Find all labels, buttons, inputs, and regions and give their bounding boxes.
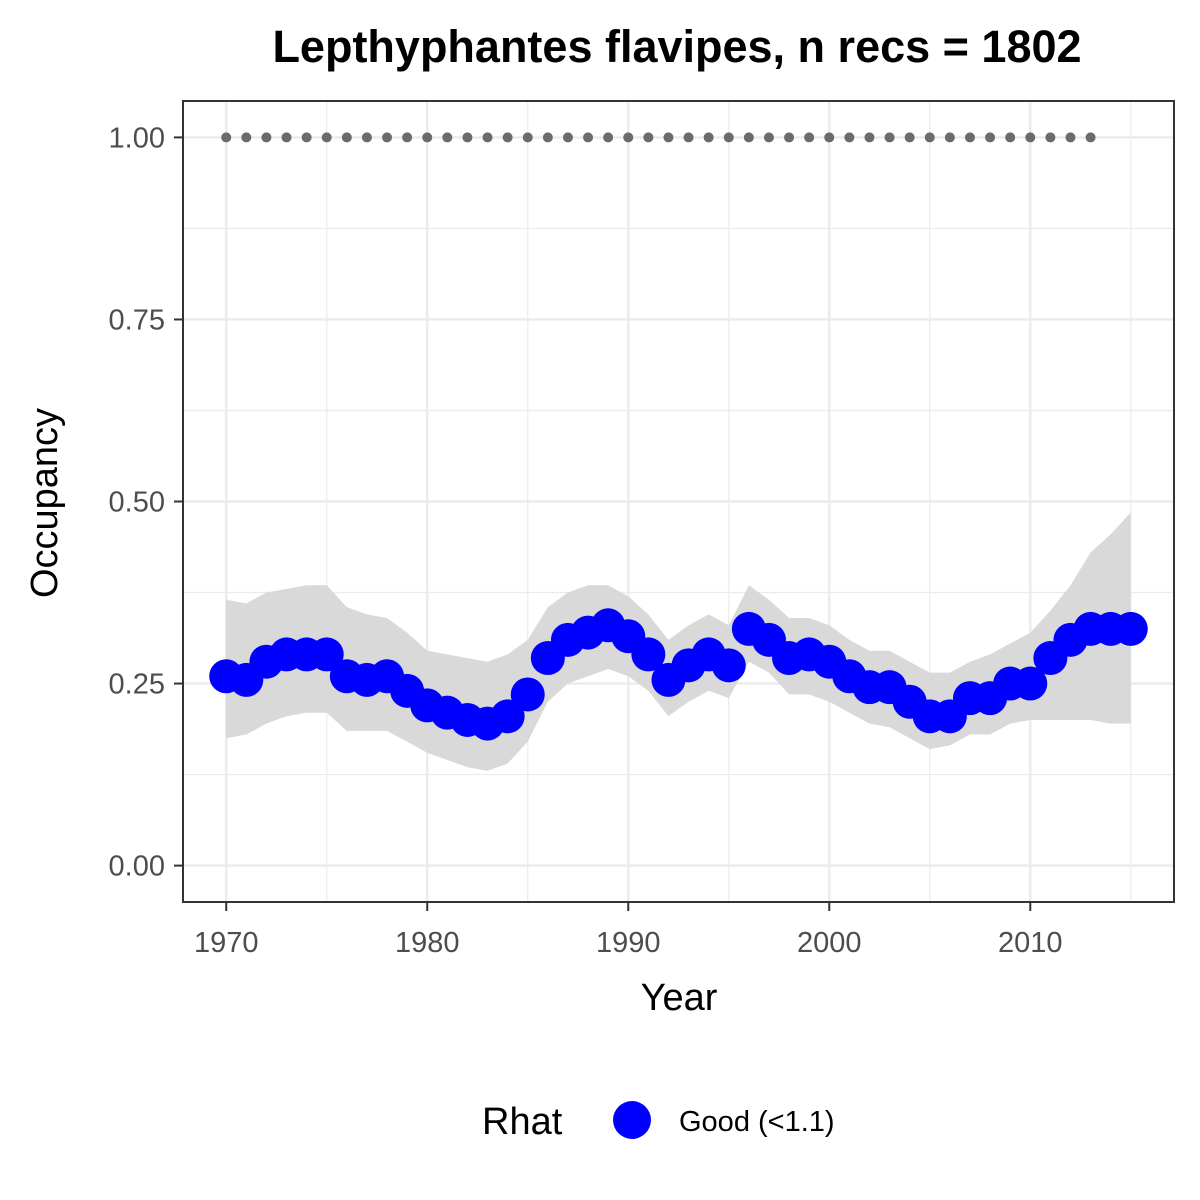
reference-dot [583, 132, 593, 142]
reference-dot [905, 132, 915, 142]
x-axis-title: Year [641, 977, 718, 1019]
reference-dot [864, 132, 874, 142]
reference-dot [1025, 132, 1035, 142]
reference-dot [362, 132, 372, 142]
reference-dot [603, 132, 613, 142]
reference-dot [1005, 132, 1015, 142]
reference-dot [503, 132, 513, 142]
reference-dot [885, 132, 895, 142]
y-tick-label: 0.25 [109, 669, 165, 701]
reference-dot [945, 132, 955, 142]
reference-dot [965, 132, 975, 142]
reference-dot [784, 132, 794, 142]
reference-dot [663, 132, 673, 142]
reference-dot [483, 132, 493, 142]
reference-dot [221, 132, 231, 142]
legend-title: Rhat [482, 1101, 563, 1143]
reference-dot [623, 132, 633, 142]
y-tick-label: 1.00 [109, 122, 165, 154]
x-tick-label: 2000 [797, 927, 862, 959]
legend-label-good: Good (<1.1) [679, 1106, 835, 1138]
reference-dot [261, 132, 271, 142]
x-tick-label: 1990 [596, 927, 661, 959]
x-tick-label: 1970 [194, 927, 259, 959]
reference-dot [422, 132, 432, 142]
reference-dot [282, 132, 292, 142]
reference-dot [844, 132, 854, 142]
x-axis: 1970 1980 1990 2000 2010 [194, 902, 1063, 959]
legend-key-good [613, 1101, 651, 1139]
reference-dot [442, 132, 452, 142]
reference-dot [241, 132, 251, 142]
reference-dot [684, 132, 694, 142]
reference-dot [382, 132, 392, 142]
y-axis-title: Occupancy [24, 408, 66, 598]
occupancy-point [712, 648, 746, 682]
x-tick-label: 1980 [395, 927, 460, 959]
reference-dot [402, 132, 412, 142]
y-tick-label: 0.50 [109, 487, 165, 519]
chart-title: Lepthyphantes flavipes, n recs = 1802 [272, 21, 1081, 72]
y-tick-label: 0.00 [109, 851, 165, 883]
reference-dot [744, 132, 754, 142]
x-tick-label: 2010 [998, 927, 1063, 959]
reference-dot [804, 132, 814, 142]
reference-dot [925, 132, 935, 142]
reference-dot [985, 132, 995, 142]
major-gridlines [183, 101, 1174, 902]
confidence-ribbon-layer [226, 512, 1131, 771]
occupancy-point [1114, 612, 1148, 646]
y-tick-label: 0.75 [109, 304, 165, 336]
reference-dot [563, 132, 573, 142]
reference-dot [764, 132, 774, 142]
reference-dot [1045, 132, 1055, 142]
reference-dot [824, 132, 834, 142]
reference-dot [523, 132, 533, 142]
reference-dot [724, 132, 734, 142]
legend: Rhat Good (<1.1) [482, 1101, 835, 1143]
reference-dot [1086, 132, 1096, 142]
reference-dot [302, 132, 312, 142]
reference-dot [322, 132, 332, 142]
y-axis: 0.00 0.25 0.50 0.75 1.00 [109, 122, 183, 882]
reference-dot [704, 132, 714, 142]
reference-dot [543, 132, 553, 142]
reference-dot [643, 132, 653, 142]
reference-dot [1065, 132, 1075, 142]
reference-dot [342, 132, 352, 142]
confidence-ribbon [226, 512, 1131, 771]
reference-dot [462, 132, 472, 142]
occupancy-point [511, 677, 545, 711]
